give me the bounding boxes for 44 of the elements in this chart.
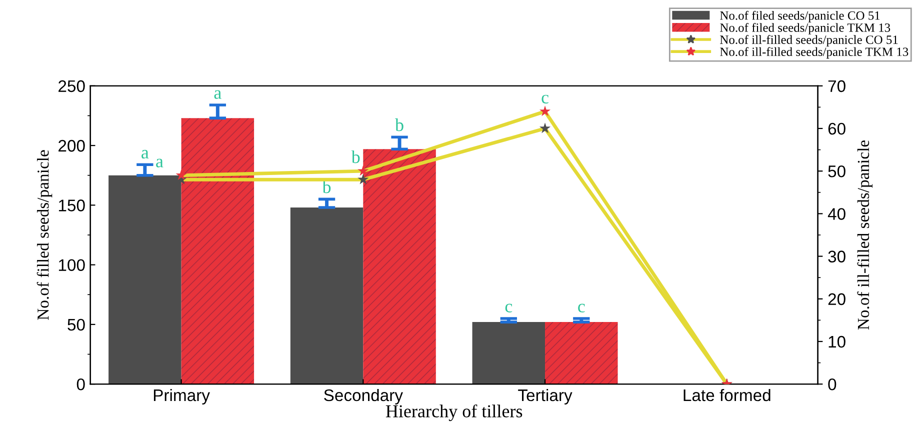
y2-tick-label: 20 [828,293,846,306]
y-tick-label: 200 [58,140,85,152]
y-axis-title: No.of filled seeds/panicle [36,150,52,320]
x-tick-label: Secondary [324,388,403,404]
y-tick-label: 0 [76,378,85,390]
bar [472,322,546,384]
legend-label: No.of ill-filled seeds/panicle TKM 13 [720,47,908,59]
x-tick-label: Late formed [684,388,770,402]
point [539,122,551,134]
point [539,106,551,116]
point [358,165,369,176]
y2-tick-label: 70 [828,80,846,92]
legend-label: No.of filed seeds/panicle CO 51 [720,10,880,22]
y2-tick-label: 10 [828,336,846,348]
bar [545,322,618,384]
legend-label: No.of filed seeds/panicle TKM 13 [720,22,890,34]
bar [290,208,364,384]
data-label: c [505,304,512,312]
bar [363,149,436,384]
point [358,174,369,184]
data-label: a [142,150,149,159]
data-label: c [578,304,585,312]
y-tick-label: 250 [58,80,85,92]
data-label: b [322,180,331,194]
y2-tick-label: 50 [828,165,846,178]
x-tick-label: Tertiary [518,388,572,404]
y2-axis-title: No.of ill-filled seeds/panicle [857,140,872,330]
data-label: a [214,90,222,99]
data-label: c [542,94,548,104]
bar [181,118,254,384]
y2-tick-label: 60 [828,122,846,135]
point [176,170,187,180]
y2-tick-label: 0 [828,378,836,390]
x-axis-title: Hierarchy of tillers [386,404,522,422]
y2-tick-label: 40 [828,208,846,220]
y-tick-label: 100 [58,259,85,271]
data-label: a [156,158,164,168]
y2-tick-label: 30 [828,250,846,262]
x-tick-label: Primary [154,388,210,404]
data-label: b [395,118,404,132]
legend-label: No.of ill-filled seeds/panicle CO 51 [720,35,898,47]
data-label: b [351,150,360,164]
y-tick-label: 50 [68,318,85,331]
y-tick-label: 150 [58,200,85,212]
